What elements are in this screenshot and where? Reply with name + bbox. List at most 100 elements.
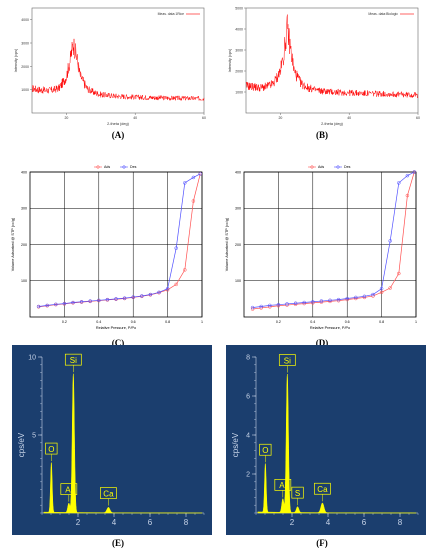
panel-e: 5 10 2 4 6 8 cps/eV O Al Si Ca <box>0 345 213 535</box>
data-point <box>311 300 315 304</box>
panel-b: 5000 4000 3000 2000 1000 20 40 60 2-theta (deg) I… <box>214 0 427 145</box>
peak-label-box <box>100 487 117 499</box>
panel-d: 0.2 0.4 0.6 0.8 1 100 200 300 400 Relative Pressu… <box>214 160 427 335</box>
spectrum-background <box>12 345 212 535</box>
y-tick-label: 2000 <box>235 70 243 74</box>
peak-label-al: Al <box>60 483 78 502</box>
data-point <box>285 302 289 306</box>
chart-f: 2 4 6 8 2 4 6 8 cps/eV O Al Si S Ca <box>226 345 426 535</box>
y-tick-label: 200 <box>21 243 27 247</box>
legend-marker <box>96 165 100 169</box>
data-point <box>165 286 170 291</box>
x-tick-label: 2 <box>76 518 81 527</box>
chart-b: 5000 4000 3000 2000 1000 20 40 60 2-theta (deg) I… <box>228 7 420 127</box>
data-point <box>388 286 392 290</box>
x-tick-label: 0.8 <box>379 320 384 324</box>
data-point <box>250 305 255 310</box>
peak-label-s: S <box>291 486 304 506</box>
data-point <box>45 303 49 308</box>
data-point <box>388 239 392 243</box>
y-tick-label: 4 <box>246 433 250 440</box>
x-tick-label: 40 <box>347 116 351 120</box>
caption-f: (F) <box>316 538 328 548</box>
x-axis-label: 2-theta (deg) <box>107 122 129 126</box>
peak-label-o: O <box>259 443 272 463</box>
data-point <box>88 299 92 303</box>
x-tick-label: 6 <box>148 518 153 527</box>
y-tick-label: 400 <box>235 170 241 174</box>
data-point <box>371 292 375 297</box>
y-tick-label: 100 <box>235 279 241 283</box>
data-point <box>336 298 341 303</box>
y-tick-label: 300 <box>235 207 241 211</box>
x-tick-label: 60 <box>416 116 420 120</box>
peak-label-al: Al <box>274 479 292 498</box>
x-tick-label: 1 <box>415 320 417 324</box>
data-point <box>140 294 144 298</box>
data-point <box>174 246 178 250</box>
legend-label: Des <box>344 165 351 169</box>
y-tick-label: 4000 <box>21 18 29 22</box>
legend-marker <box>336 165 340 169</box>
y-tick-label: 3000 <box>235 49 243 53</box>
peak-label-text: Al <box>279 481 286 490</box>
data-point <box>97 298 101 303</box>
data-point <box>328 298 332 303</box>
y-tick-label: 2000 <box>21 65 29 69</box>
data-point <box>319 299 324 303</box>
legend-label: Meas. data:1Rice <box>158 12 184 16</box>
x-tick-label: 0.2 <box>276 320 281 324</box>
x-tick-label: 40 <box>133 116 137 120</box>
data-point <box>354 296 358 301</box>
x-tick-label: 0.6 <box>345 320 350 324</box>
series-line <box>31 38 205 102</box>
x-tick-label: 2 <box>290 518 295 527</box>
data-point <box>285 303 289 307</box>
y-tick-label: 1000 <box>21 88 29 92</box>
data-point <box>336 297 341 302</box>
caption-b: (B) <box>316 130 328 140</box>
caption-e: (E) <box>112 538 124 548</box>
data-point <box>328 299 332 304</box>
peak-label-text: Al <box>65 485 72 494</box>
data-point <box>79 300 84 304</box>
data-point <box>122 296 127 300</box>
peak-label-ca: Ca <box>314 482 331 502</box>
data-point <box>302 301 306 306</box>
plot-frame <box>31 7 205 114</box>
data-point <box>268 303 272 308</box>
x-tick-label: 0.4 <box>310 320 315 324</box>
data-point <box>362 294 367 299</box>
x-tick-label: 60 <box>202 116 206 120</box>
peak-label-text: Ca <box>317 485 328 494</box>
x-tick-label: 8 <box>184 518 189 527</box>
legend-label: Des <box>130 165 137 169</box>
y-tick-label: 4000 <box>235 28 243 32</box>
chart-d: 0.2 0.4 0.6 0.8 1 100 200 300 400 Relative Pressu… <box>225 165 417 330</box>
data-point <box>379 286 384 291</box>
y-tick-label: 5 <box>32 433 36 440</box>
data-point <box>191 199 196 203</box>
spectrum-series <box>257 374 417 514</box>
peak-label-si: Si <box>64 353 82 373</box>
x-axis-label: Relative Pressure, P/Po <box>96 326 136 330</box>
x-tick-label: 20 <box>64 116 68 120</box>
x-tick-label: 0.8 <box>165 320 170 324</box>
peak-label-text: O <box>262 446 268 455</box>
peak-label-o: O <box>45 442 58 462</box>
x-tick-label: 6 <box>362 518 367 527</box>
y-tick-label: 200 <box>235 243 241 247</box>
data-point <box>148 292 153 297</box>
data-point <box>174 282 178 287</box>
data-point <box>191 175 196 180</box>
panel-c: 0.2 0.4 0.6 0.8 1 100 200 300 400 Relative Pressu… <box>0 160 213 335</box>
y-tick-label: 300 <box>21 207 27 211</box>
data-point <box>157 290 161 295</box>
data-point <box>405 193 410 198</box>
x-tick-label: 1 <box>201 320 203 324</box>
peak-label-text: Si <box>284 356 291 365</box>
data-point <box>198 172 203 176</box>
spectrum-series <box>43 373 203 514</box>
x-tick-label: 0.4 <box>96 320 101 324</box>
data-point <box>362 295 367 300</box>
